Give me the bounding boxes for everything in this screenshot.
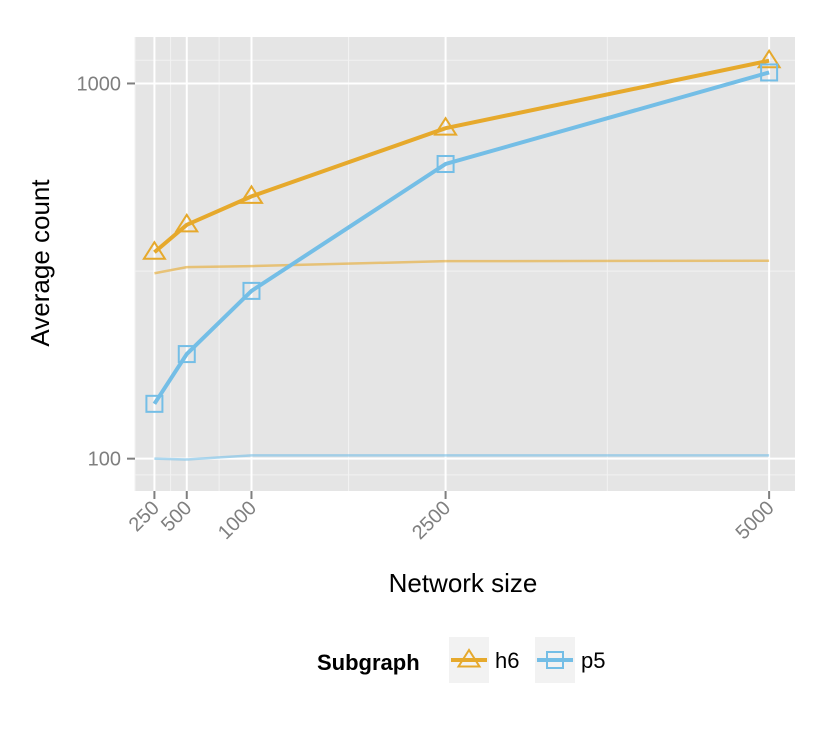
- major-gridlines: [135, 37, 795, 491]
- legend-title: Subgraph: [317, 650, 420, 675]
- series-line-h6: [153, 58, 770, 254]
- x-tick-label: 500: [157, 497, 196, 536]
- marker-p5: [242, 281, 261, 300]
- legend-key-p5: p5: [535, 637, 605, 683]
- marker-h6: [239, 184, 264, 204]
- series-markers: [142, 48, 782, 413]
- reference-lines: [154, 259, 770, 461]
- y-tick-label: 100: [88, 449, 121, 471]
- legend-label-h6: h6: [495, 648, 519, 673]
- y-axis-title: Average count: [25, 179, 55, 347]
- marker-p5: [177, 345, 196, 364]
- reference-line: [154, 454, 770, 461]
- y-tick-labels: 100 1000: [77, 73, 122, 470]
- series-lines: [152, 58, 770, 405]
- legend: Subgraph h6 p5: [317, 637, 605, 683]
- legend-key-marker: [456, 648, 482, 668]
- legend-keys: h6 p5: [449, 637, 605, 683]
- x-tick-label: 5000: [732, 497, 779, 544]
- marker-h6: [142, 240, 167, 260]
- plot-panel: [135, 37, 795, 491]
- reference-line: [154, 259, 770, 275]
- series-line-p5: [152, 70, 770, 405]
- x-tick-label: 250: [125, 497, 164, 536]
- minor-gridlines: [134, 37, 795, 491]
- marker-p5: [760, 63, 779, 82]
- marker-h6: [433, 116, 458, 136]
- x-tick-label: 2500: [408, 497, 455, 544]
- marker-h6: [756, 48, 782, 69]
- x-axis-title: Network size: [389, 568, 538, 598]
- axis-ticks: [127, 82, 771, 499]
- x-tick-label: 1000: [214, 497, 261, 544]
- legend-label-p5: p5: [581, 648, 605, 673]
- marker-p5: [145, 394, 164, 413]
- y-tick-label: 1000: [77, 73, 122, 95]
- legend-key-h6: h6: [449, 637, 519, 683]
- legend-key-marker: [546, 651, 564, 669]
- marker-p5: [436, 155, 455, 174]
- marker-h6: [174, 212, 200, 233]
